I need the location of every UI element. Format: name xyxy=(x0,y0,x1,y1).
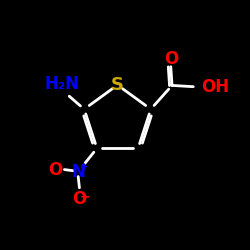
Text: O: O xyxy=(164,50,178,68)
Text: OH: OH xyxy=(201,78,230,96)
Text: −: − xyxy=(80,190,91,203)
Text: S: S xyxy=(111,76,124,94)
Text: H₂N: H₂N xyxy=(44,75,79,93)
Text: N: N xyxy=(71,163,85,181)
Text: O: O xyxy=(48,160,62,178)
Text: +: + xyxy=(80,162,88,172)
Text: O: O xyxy=(72,190,86,208)
